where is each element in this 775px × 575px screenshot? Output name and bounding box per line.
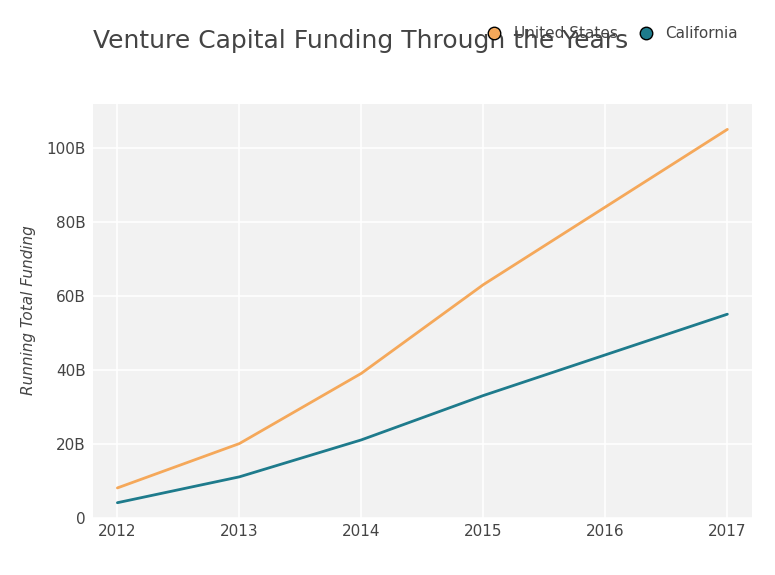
Y-axis label: Running Total Funding: Running Total Funding <box>21 225 36 396</box>
Text: Venture Capital Funding Through the Years: Venture Capital Funding Through the Year… <box>93 29 629 53</box>
Legend: United States, California: United States, California <box>473 20 744 47</box>
